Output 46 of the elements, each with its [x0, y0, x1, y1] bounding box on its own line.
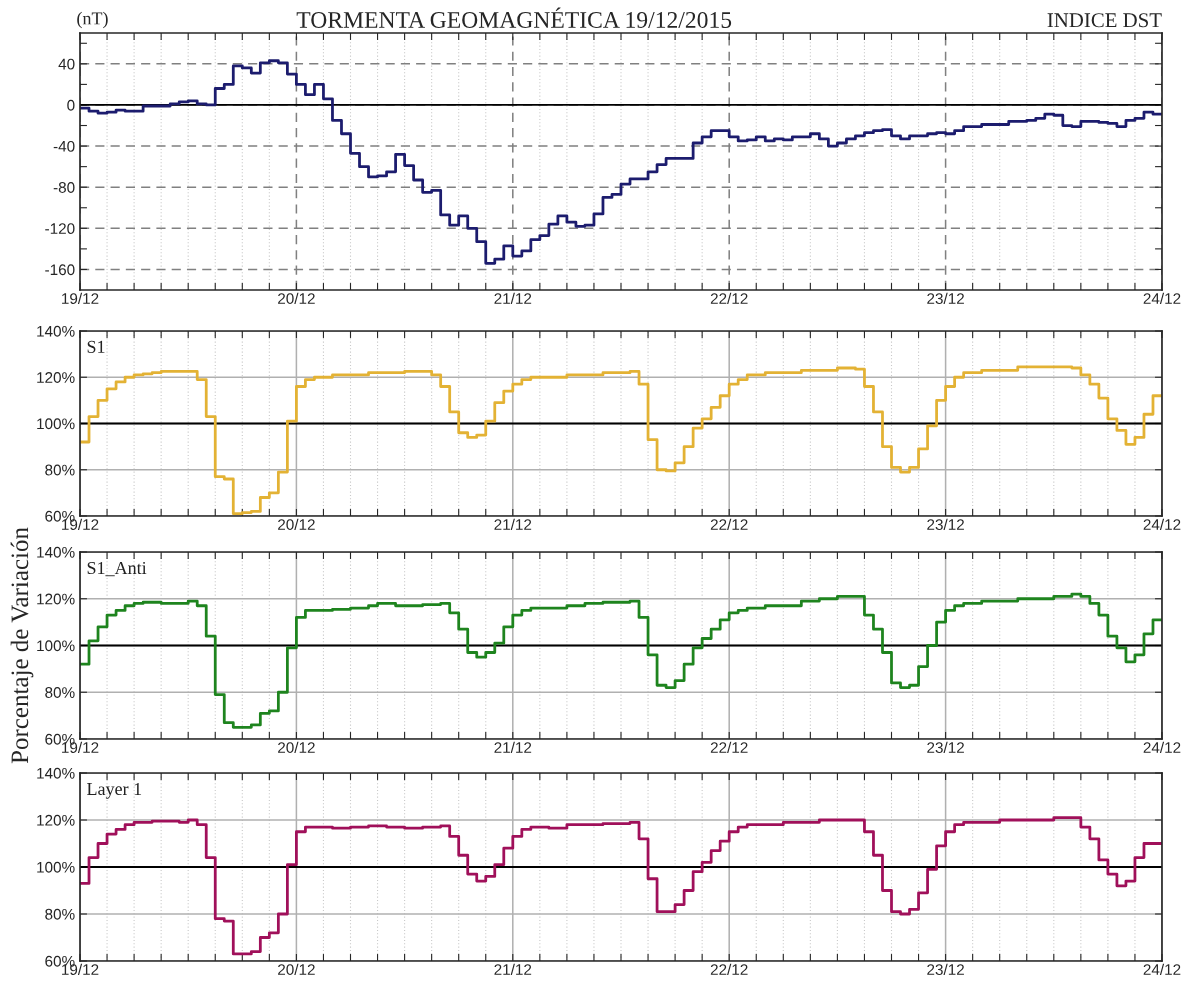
- y-axis-title: (nT): [77, 11, 108, 29]
- x-tick-label: 24/12: [1143, 741, 1181, 753]
- y-tick-label: 100%: [37, 640, 75, 652]
- y-tick-label: 0: [67, 99, 75, 111]
- x-tick-label: 24/12: [1143, 292, 1181, 304]
- y-tick-label: -120: [45, 223, 75, 235]
- chart-title: TORMENTA GEOMAGNÉTICA 19/12/2015: [296, 7, 732, 28]
- x-tick-label: 24/12: [1143, 518, 1181, 530]
- y-tick-label: 80%: [45, 908, 75, 920]
- x-tick-label: 24/12: [1143, 963, 1181, 975]
- x-tick-label: 23/12: [927, 518, 964, 530]
- y-tick-label: 100%: [37, 418, 75, 430]
- x-tick-label: 22/12: [710, 292, 748, 304]
- series-label: S1: [87, 340, 105, 353]
- x-tick-label: 20/12: [278, 518, 315, 530]
- x-tick-label: 22/12: [710, 963, 748, 975]
- series-label: Layer 1: [87, 782, 142, 799]
- y-tick-label: 120%: [37, 372, 75, 383]
- y-tick-label: -160: [45, 264, 75, 276]
- chart-subtitle: INDICE DST: [1047, 13, 1162, 28]
- x-tick-label: 20/12: [278, 292, 315, 304]
- x-tick-label: 21/12: [494, 963, 532, 975]
- x-tick-label: 23/12: [927, 741, 964, 753]
- y-tick-label: 40: [58, 58, 75, 70]
- x-tick-label: 20/12: [278, 963, 315, 975]
- x-tick-label: 23/12: [927, 963, 964, 975]
- series-label: S1_Anti: [87, 561, 147, 577]
- y-tick-label: 80%: [45, 464, 75, 476]
- x-tick-label: 19/12: [62, 292, 99, 304]
- y-tick-label: 120%: [37, 593, 75, 605]
- x-tick-label: 21/12: [494, 741, 532, 753]
- y-tick-label: 100%: [37, 861, 75, 873]
- x-tick-label: 22/12: [710, 518, 748, 530]
- x-tick-label: 23/12: [927, 292, 964, 304]
- y-tick-label: 120%: [37, 814, 75, 826]
- x-tick-label: 22/12: [710, 741, 748, 753]
- y-tick-label: 140%: [37, 767, 75, 779]
- y-tick-label: 140%: [37, 325, 75, 337]
- y-tick-label: 80%: [45, 687, 75, 698]
- x-tick-label: 21/12: [494, 518, 532, 530]
- x-tick-label: 20/12: [278, 741, 315, 753]
- y-tick-label: 140%: [37, 546, 75, 558]
- y-tick-label: -40: [53, 140, 75, 152]
- y-axis-title: Porcentaje de Variación: [10, 527, 34, 764]
- y-tick-label: -80: [53, 182, 75, 193]
- x-tick-label: 21/12: [494, 292, 532, 304]
